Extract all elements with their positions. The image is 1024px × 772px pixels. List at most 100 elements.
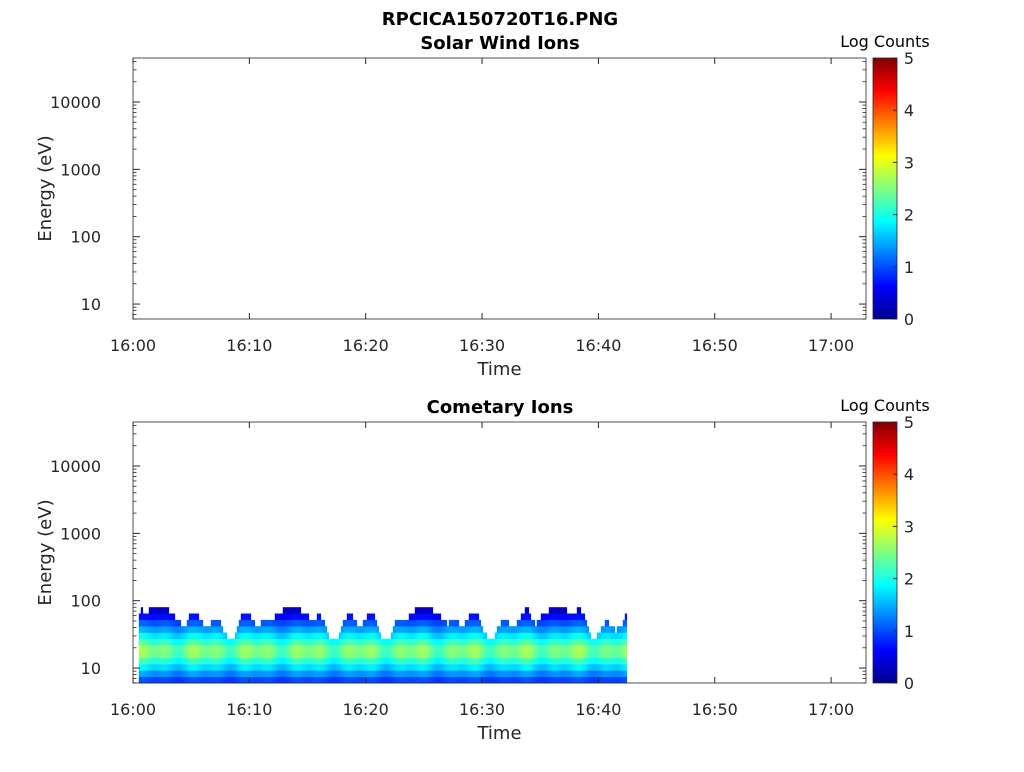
spectrogram-cell <box>170 619 174 627</box>
spectrogram-cell <box>616 632 620 640</box>
spectrogram-cell <box>624 638 628 646</box>
spectrogram-cell <box>420 626 424 633</box>
spectrogram-cell <box>412 619 416 627</box>
spectrogram-cell <box>192 645 196 652</box>
spectrogram-cell <box>368 632 372 640</box>
spectrogram-cell <box>292 619 296 627</box>
spectrogram-cell <box>264 626 268 633</box>
spectrogram-cell <box>218 676 222 684</box>
spectrogram-cell <box>270 657 274 665</box>
spectrogram-cell <box>328 676 332 684</box>
spectrogram-cell <box>200 664 204 671</box>
spectrogram-cell <box>492 676 496 684</box>
spectrogram-cell <box>458 651 462 658</box>
spectrogram-cell <box>536 651 540 658</box>
spectrogram-cell <box>582 613 586 621</box>
spectrogram-cell <box>184 657 188 665</box>
spectrogram-cell <box>144 645 148 652</box>
spectrogram-cell <box>366 645 370 652</box>
spectrogram-cell <box>170 613 174 621</box>
spectrogram-cell <box>254 632 258 640</box>
spectrogram-cell <box>546 651 550 658</box>
spectrogram-cell <box>166 651 170 658</box>
spectrogram-cell <box>304 670 308 677</box>
spectrogram-cell <box>156 632 160 640</box>
spectrogram-cell <box>286 670 290 677</box>
spectrogram-cell <box>506 651 510 658</box>
spectrogram-cell <box>578 664 582 671</box>
spectrogram-cell <box>298 632 302 640</box>
spectrogram-cell <box>390 657 394 665</box>
spectrogram-cell <box>398 638 402 646</box>
colorbar-tick-label: 0 <box>904 310 914 329</box>
spectrogram-cell <box>396 619 400 627</box>
spectrogram-cell <box>168 638 172 646</box>
spectrogram-cell <box>604 670 608 677</box>
spectrogram-cell <box>258 626 262 633</box>
spectrogram-cell <box>534 626 538 633</box>
spectrogram-cell <box>206 657 210 665</box>
spectrogram-cell <box>372 619 376 627</box>
spectrogram-cell <box>144 664 148 671</box>
spectrogram-cell <box>618 670 622 677</box>
spectrogram-cell <box>522 632 526 640</box>
spectrogram-cell <box>186 619 190 627</box>
spectrogram-cell <box>440 676 444 684</box>
spectrogram-cell <box>192 676 196 684</box>
spectrogram-cell <box>432 632 436 640</box>
spectrogram-cell <box>216 664 220 671</box>
spectrogram-cell <box>276 626 280 633</box>
spectrogram-cell <box>150 607 154 614</box>
spectrogram-cell <box>218 670 222 677</box>
spectrogram-cell <box>436 613 440 621</box>
spectrogram-cell <box>572 670 576 677</box>
spectrogram-cell <box>264 670 268 677</box>
spectrogram-cell <box>608 638 612 646</box>
spectrogram-cell <box>374 632 378 640</box>
spectrogram-cell <box>376 626 380 633</box>
spectrogram-cell <box>536 657 540 665</box>
spectrogram-cell <box>616 670 620 677</box>
spectrogram-cell <box>466 664 470 671</box>
spectrogram-cell <box>350 664 354 671</box>
spectrogram-cell <box>402 664 406 671</box>
spectrogram-cell <box>218 651 222 658</box>
spectrogram-cell <box>442 626 446 633</box>
spectrogram-cell <box>596 664 600 671</box>
spectrogram-cell <box>354 645 358 652</box>
spectrogram-cell <box>542 657 546 665</box>
spectrogram-cell <box>272 651 276 658</box>
spectrogram-cell <box>450 619 454 627</box>
spectrogram-cell <box>536 664 540 671</box>
spectrogram-cell <box>494 638 498 646</box>
spectrogram-cell <box>528 670 532 677</box>
spectrogram-cell <box>284 613 288 621</box>
spectrogram-cell <box>570 657 574 665</box>
spectrogram-cell <box>438 670 442 677</box>
spectrogram-cell <box>296 676 300 684</box>
spectrogram-cell <box>370 645 374 652</box>
spectrogram-cell <box>206 676 210 684</box>
spectrogram-cell <box>202 664 206 671</box>
spectrogram-cell <box>350 670 354 677</box>
spectrogram-cell <box>444 664 448 671</box>
spectrogram-cell <box>466 676 470 684</box>
spectrogram-cell <box>558 613 562 621</box>
spectrogram-cell <box>592 664 596 671</box>
spectrogram-cell <box>386 638 390 646</box>
spectrogram-cell <box>318 657 322 665</box>
spectrogram-cell <box>476 670 480 677</box>
spectrogram-cell <box>232 645 236 652</box>
spectrogram-cell <box>424 645 428 652</box>
spectrogram-cell <box>608 664 612 671</box>
spectrogram-cell <box>552 626 556 633</box>
spectrogram-cell <box>486 638 490 646</box>
spectrogram-cell <box>504 638 508 646</box>
spectrogram-cell <box>546 670 550 677</box>
spectrogram-cell <box>336 651 340 658</box>
spectrogram-cell <box>138 632 142 640</box>
spectrogram-cell <box>380 645 384 652</box>
spectrogram-cell <box>588 676 592 684</box>
spectrogram-cell <box>362 619 366 627</box>
spectrogram-cell <box>324 664 328 671</box>
